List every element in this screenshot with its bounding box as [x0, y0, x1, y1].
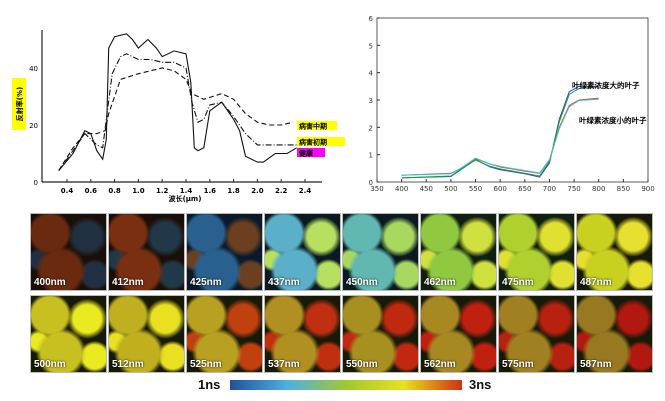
reflectance-chart-chlorophyll: 350 400 450 500 550 600 650 700 750 800 850 900 0 1 2 3…: [369, 15, 655, 193]
series-line: [401, 98, 599, 176]
y-tick-label: 3: [369, 97, 373, 105]
wavelength-label: 512nm: [112, 359, 144, 370]
legend-highlight: [297, 137, 345, 146]
wavelength-label: 475nm: [502, 277, 534, 288]
y-axis-label: 反射率(%): [15, 87, 24, 121]
wavelength-label: 425nm: [190, 277, 222, 288]
lifetime-colorbar: [230, 380, 462, 390]
wavelength-label: 437nm: [268, 277, 300, 288]
legend-label: 健康: [299, 149, 314, 158]
wavelength-label: 487nm: [580, 277, 612, 288]
spectral-image-tile: 400nm: [30, 213, 107, 291]
wavelength-label: 462nm: [424, 277, 456, 288]
plot-frame: [376, 17, 649, 183]
x-tick-label: 2.4: [299, 187, 312, 195]
x-tick-label: 2.2: [275, 187, 288, 195]
y-tick-label: 0: [34, 179, 38, 187]
x-tick-label: 900: [641, 185, 654, 193]
y-label-highlight: [12, 78, 26, 130]
series-line: [401, 86, 599, 179]
spectral-image-tile: 500nm: [30, 295, 107, 373]
spectral-image-tile: 512nm: [108, 295, 185, 373]
wavelength-label: 575nm: [502, 359, 534, 370]
spectral-image-tile: 462nm: [420, 213, 497, 291]
spectral-image-tile: 487nm: [576, 213, 653, 291]
x-tick-label: 800: [592, 185, 605, 193]
wavelength-label: 400nm: [34, 277, 66, 288]
wavelength-label: 525nm: [190, 359, 222, 370]
wavelength-label: 412nm: [112, 277, 144, 288]
spectral-image-tile: 587nm: [576, 295, 653, 373]
x-tick-label: 2.0: [251, 187, 264, 195]
wavelength-label: 500nm: [34, 359, 66, 370]
wavelength-label: 587nm: [580, 359, 612, 370]
y-tick-label: 5: [369, 42, 373, 50]
wavelength-label: 550nm: [346, 359, 378, 370]
x-tick-label: 450: [420, 185, 433, 193]
legend-label: 病害初期: [299, 138, 327, 147]
spectral-image-tile: 412nm: [108, 213, 185, 291]
x-tick-label: 1.6: [204, 187, 217, 195]
spectral-image-tile: 475nm: [498, 213, 575, 291]
x-tick-label: 0.6: [85, 187, 98, 195]
x-tick-label: 1.2: [156, 187, 169, 195]
x-tick-label: 1.8: [227, 187, 240, 195]
x-tick-label: 550: [469, 185, 482, 193]
colorbar-max-label: 3ns: [469, 377, 492, 392]
x-tick-label: 1.0: [132, 187, 145, 195]
y-tick-label: 0: [369, 179, 373, 187]
x-tick-label: 0.8: [108, 187, 121, 195]
annotation-high-chlorophyll: 叶绿素浓度大的叶子: [572, 80, 640, 90]
legend-highlight: [297, 148, 325, 157]
y-tick-label: 6: [369, 15, 374, 23]
spectral-image-tile: 425nm: [186, 213, 263, 291]
spectral-image-tile: 550nm: [342, 295, 419, 373]
x-tick-label: 600: [493, 185, 506, 193]
y-tick-label: 4: [369, 70, 374, 78]
y-tick-label: 20: [29, 122, 38, 130]
spectral-image-tile: 537nm: [264, 295, 341, 373]
legend-label: 病害中期: [299, 122, 327, 131]
x-tick-label: 700: [543, 185, 556, 193]
y-tick-label: 2: [369, 124, 373, 132]
series-line: [58, 53, 297, 171]
x-tick-label: 500: [444, 185, 457, 193]
x-tick-label: 350: [370, 185, 383, 193]
x-tick-label: 850: [617, 185, 630, 193]
series-line: [58, 33, 297, 171]
series-line: [58, 67, 294, 171]
colorbar-min-label: 1ns: [198, 377, 221, 392]
x-axis-label: 波长(μm): [169, 194, 202, 203]
wavelength-label: 537nm: [268, 359, 300, 370]
wavelength-label: 450nm: [346, 277, 378, 288]
x-tick-label: 750: [567, 185, 580, 193]
spectral-image-tile: 525nm: [186, 295, 263, 373]
x-tick-label: 1.4: [180, 187, 193, 195]
annotation-low-chlorophyll: 叶绿素浓度小的叶子: [579, 115, 647, 125]
spectral-image-tile: 575nm: [498, 295, 575, 373]
wavelength-label: 562nm: [424, 359, 456, 370]
x-tick-label: 0.4: [61, 187, 74, 195]
spectral-image-tile: 450nm: [342, 213, 419, 291]
y-tick-label: 40: [29, 65, 38, 73]
x-tick-label: 650: [518, 185, 531, 193]
reflectance-chart-disease: 0.4 0.6 0.8 1.0 1.2 1.4 1.6 1.8 2.0 2.2 2.4 0 20 40 反射…: [12, 30, 345, 203]
x-tick-label: 400: [395, 185, 408, 193]
legend-highlight: [297, 121, 337, 130]
spectral-image-tile: 437nm: [264, 213, 341, 291]
y-tick-label: 1: [369, 152, 373, 160]
spectral-image-tile: 562nm: [420, 295, 497, 373]
